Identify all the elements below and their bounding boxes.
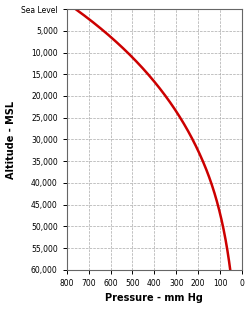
Y-axis label: Altitude - MSL: Altitude - MSL xyxy=(6,100,16,179)
X-axis label: Pressure - mm Hg: Pressure - mm Hg xyxy=(106,294,203,303)
